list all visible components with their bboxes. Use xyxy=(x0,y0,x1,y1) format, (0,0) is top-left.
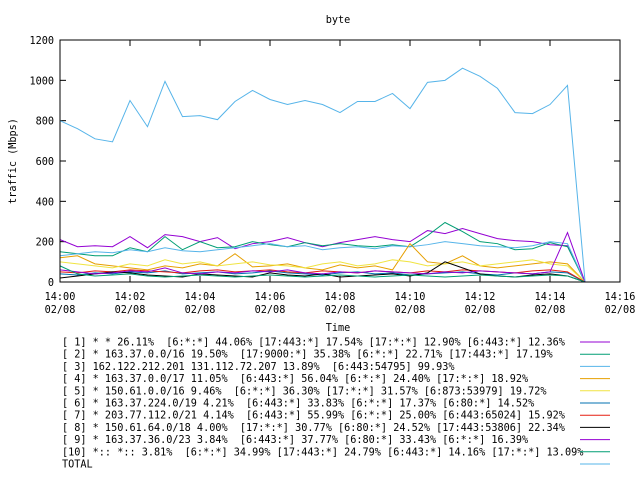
x-tick-date: 02/08 xyxy=(325,305,356,316)
x-tick-label: 14:14 xyxy=(535,292,566,303)
y-tick-label: 1000 xyxy=(29,76,54,87)
chart-title: byte xyxy=(326,15,351,26)
x-tick-date: 02/08 xyxy=(535,305,566,316)
x-tick-label: 14:16 xyxy=(605,292,636,303)
x-axis-label: Time xyxy=(326,323,351,334)
legend-label: [10] *:: *:: 3.81% [6:*:*] 34.99% [17:44… xyxy=(62,447,583,458)
series-line xyxy=(59,67,586,282)
legend-label: [ 6] * 163.37.224.0/19 4.21% [6:443:*] 3… xyxy=(62,399,534,410)
x-tick-date: 02/08 xyxy=(255,305,286,316)
x-tick-label: 14:08 xyxy=(325,292,356,303)
x-tick-label: 14:06 xyxy=(255,292,286,303)
x-tick-date: 02/08 xyxy=(45,305,76,316)
x-tick-date: 02/08 xyxy=(185,305,216,316)
x-tick-date: 02/08 xyxy=(465,305,496,316)
x-tick-date: 02/08 xyxy=(605,305,636,316)
y-tick-label: 200 xyxy=(36,238,54,249)
y-axis-label: traffic (Mbps) xyxy=(8,118,19,204)
y-tick-label: 1200 xyxy=(29,36,54,47)
y-tick-label: 0 xyxy=(48,278,54,289)
y-tick-label: 800 xyxy=(36,117,54,128)
legend-label: [ 4] * 163.37.0.0/17 11.05% [6:443:*] 56… xyxy=(62,374,528,385)
series-line xyxy=(59,241,586,283)
series-line xyxy=(59,228,586,283)
series-line xyxy=(59,265,586,283)
x-tick-date: 02/08 xyxy=(115,305,146,316)
y-tick-label: 600 xyxy=(36,157,54,168)
x-tick-date: 02/08 xyxy=(395,305,426,316)
series-line xyxy=(59,242,586,283)
legend-label: TOTAL xyxy=(62,460,93,471)
x-tick-label: 14:10 xyxy=(395,292,426,303)
series-line xyxy=(59,270,586,283)
x-tick-label: 14:00 xyxy=(45,292,76,303)
legend-label: [ 8] * 150.61.64.0/18 4.00% [17:*:*] 30.… xyxy=(62,423,565,434)
series-line xyxy=(59,259,586,283)
legend-label: [ 7] * 203.77.112.0/21 4.14% [6:443:*] 5… xyxy=(62,411,565,422)
legend-label: [ 3] 162.122.212.201 131.112.72.207 13.8… xyxy=(62,362,455,373)
y-tick-label: 400 xyxy=(36,197,54,208)
legend-label: [ 5] * 150.61.0.0/16 9.46% [6:*:*] 36.30… xyxy=(62,386,547,397)
legend-label: [ 1] * * 26.11% [6:*:*] 44.06% [17:443:*… xyxy=(62,338,565,349)
series-line xyxy=(59,231,586,283)
plot-border xyxy=(59,39,621,283)
x-tick-label: 14:12 xyxy=(465,292,496,303)
legend-label: [ 9] * 163.37.36.0/23 3.84% [6:443:*] 37… xyxy=(62,435,528,446)
legend-label: [ 2] * 163.37.0.0/16 19.50% [17:9000:*] … xyxy=(62,350,553,361)
x-tick-label: 14:04 xyxy=(185,292,216,303)
x-tick-label: 14:02 xyxy=(115,292,146,303)
